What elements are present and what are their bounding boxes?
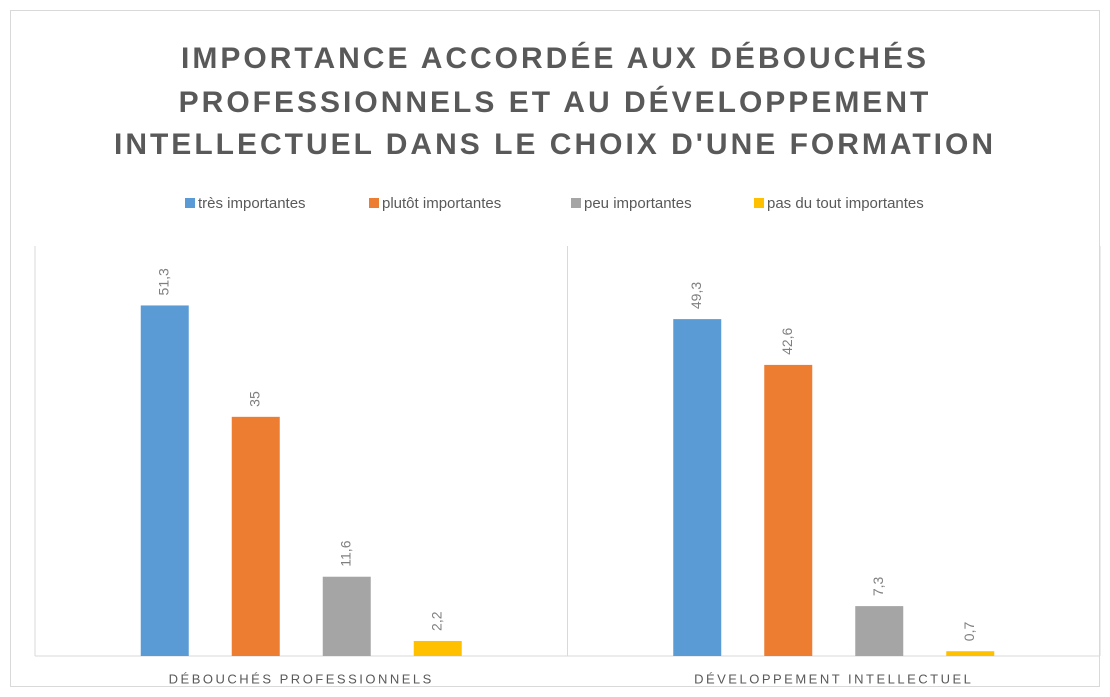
bar: [946, 651, 995, 656]
legend-swatch: [369, 198, 379, 208]
data-label: 7,3: [870, 576, 886, 596]
bar: [322, 576, 371, 656]
legend-label: pas du tout importantes: [767, 195, 924, 212]
bar: [764, 364, 813, 656]
legend-label: plutôt importantes: [382, 195, 501, 212]
data-label: 49,3: [688, 282, 704, 309]
bar: [855, 606, 904, 656]
legend-label: peu importantes: [584, 195, 692, 212]
chart-border: [10, 10, 1100, 687]
data-label: 11,6: [337, 540, 353, 566]
legend-swatch: [754, 198, 764, 208]
bar: [413, 640, 462, 656]
bar: [140, 305, 189, 656]
bar: [673, 319, 722, 656]
chart-title: PROFESSIONNELS ET AU DÉVELOPPEMENT: [179, 85, 932, 119]
data-label: 35: [246, 391, 262, 407]
x-tick-label: DÉBOUCHÉS PROFESSIONNELS: [169, 671, 434, 686]
x-tick-label: DÉVELOPPEMENT INTELLECTUEL: [694, 671, 973, 686]
chart-title: IMPORTANCE ACCORDÉE AUX DÉBOUCHÉS: [181, 41, 929, 75]
chart-title: INTELLECTUEL DANS LE CHOIX D'UNE FORMATI…: [114, 128, 996, 161]
bar: [231, 416, 280, 656]
legend-label: très importantes: [198, 195, 306, 212]
data-label: 42,6: [779, 327, 795, 354]
data-label: 51,3: [155, 268, 171, 295]
legend-swatch: [571, 198, 581, 208]
data-label: 0,7: [961, 622, 977, 642]
legend-swatch: [185, 198, 195, 208]
data-label: 2,2: [428, 611, 444, 631]
